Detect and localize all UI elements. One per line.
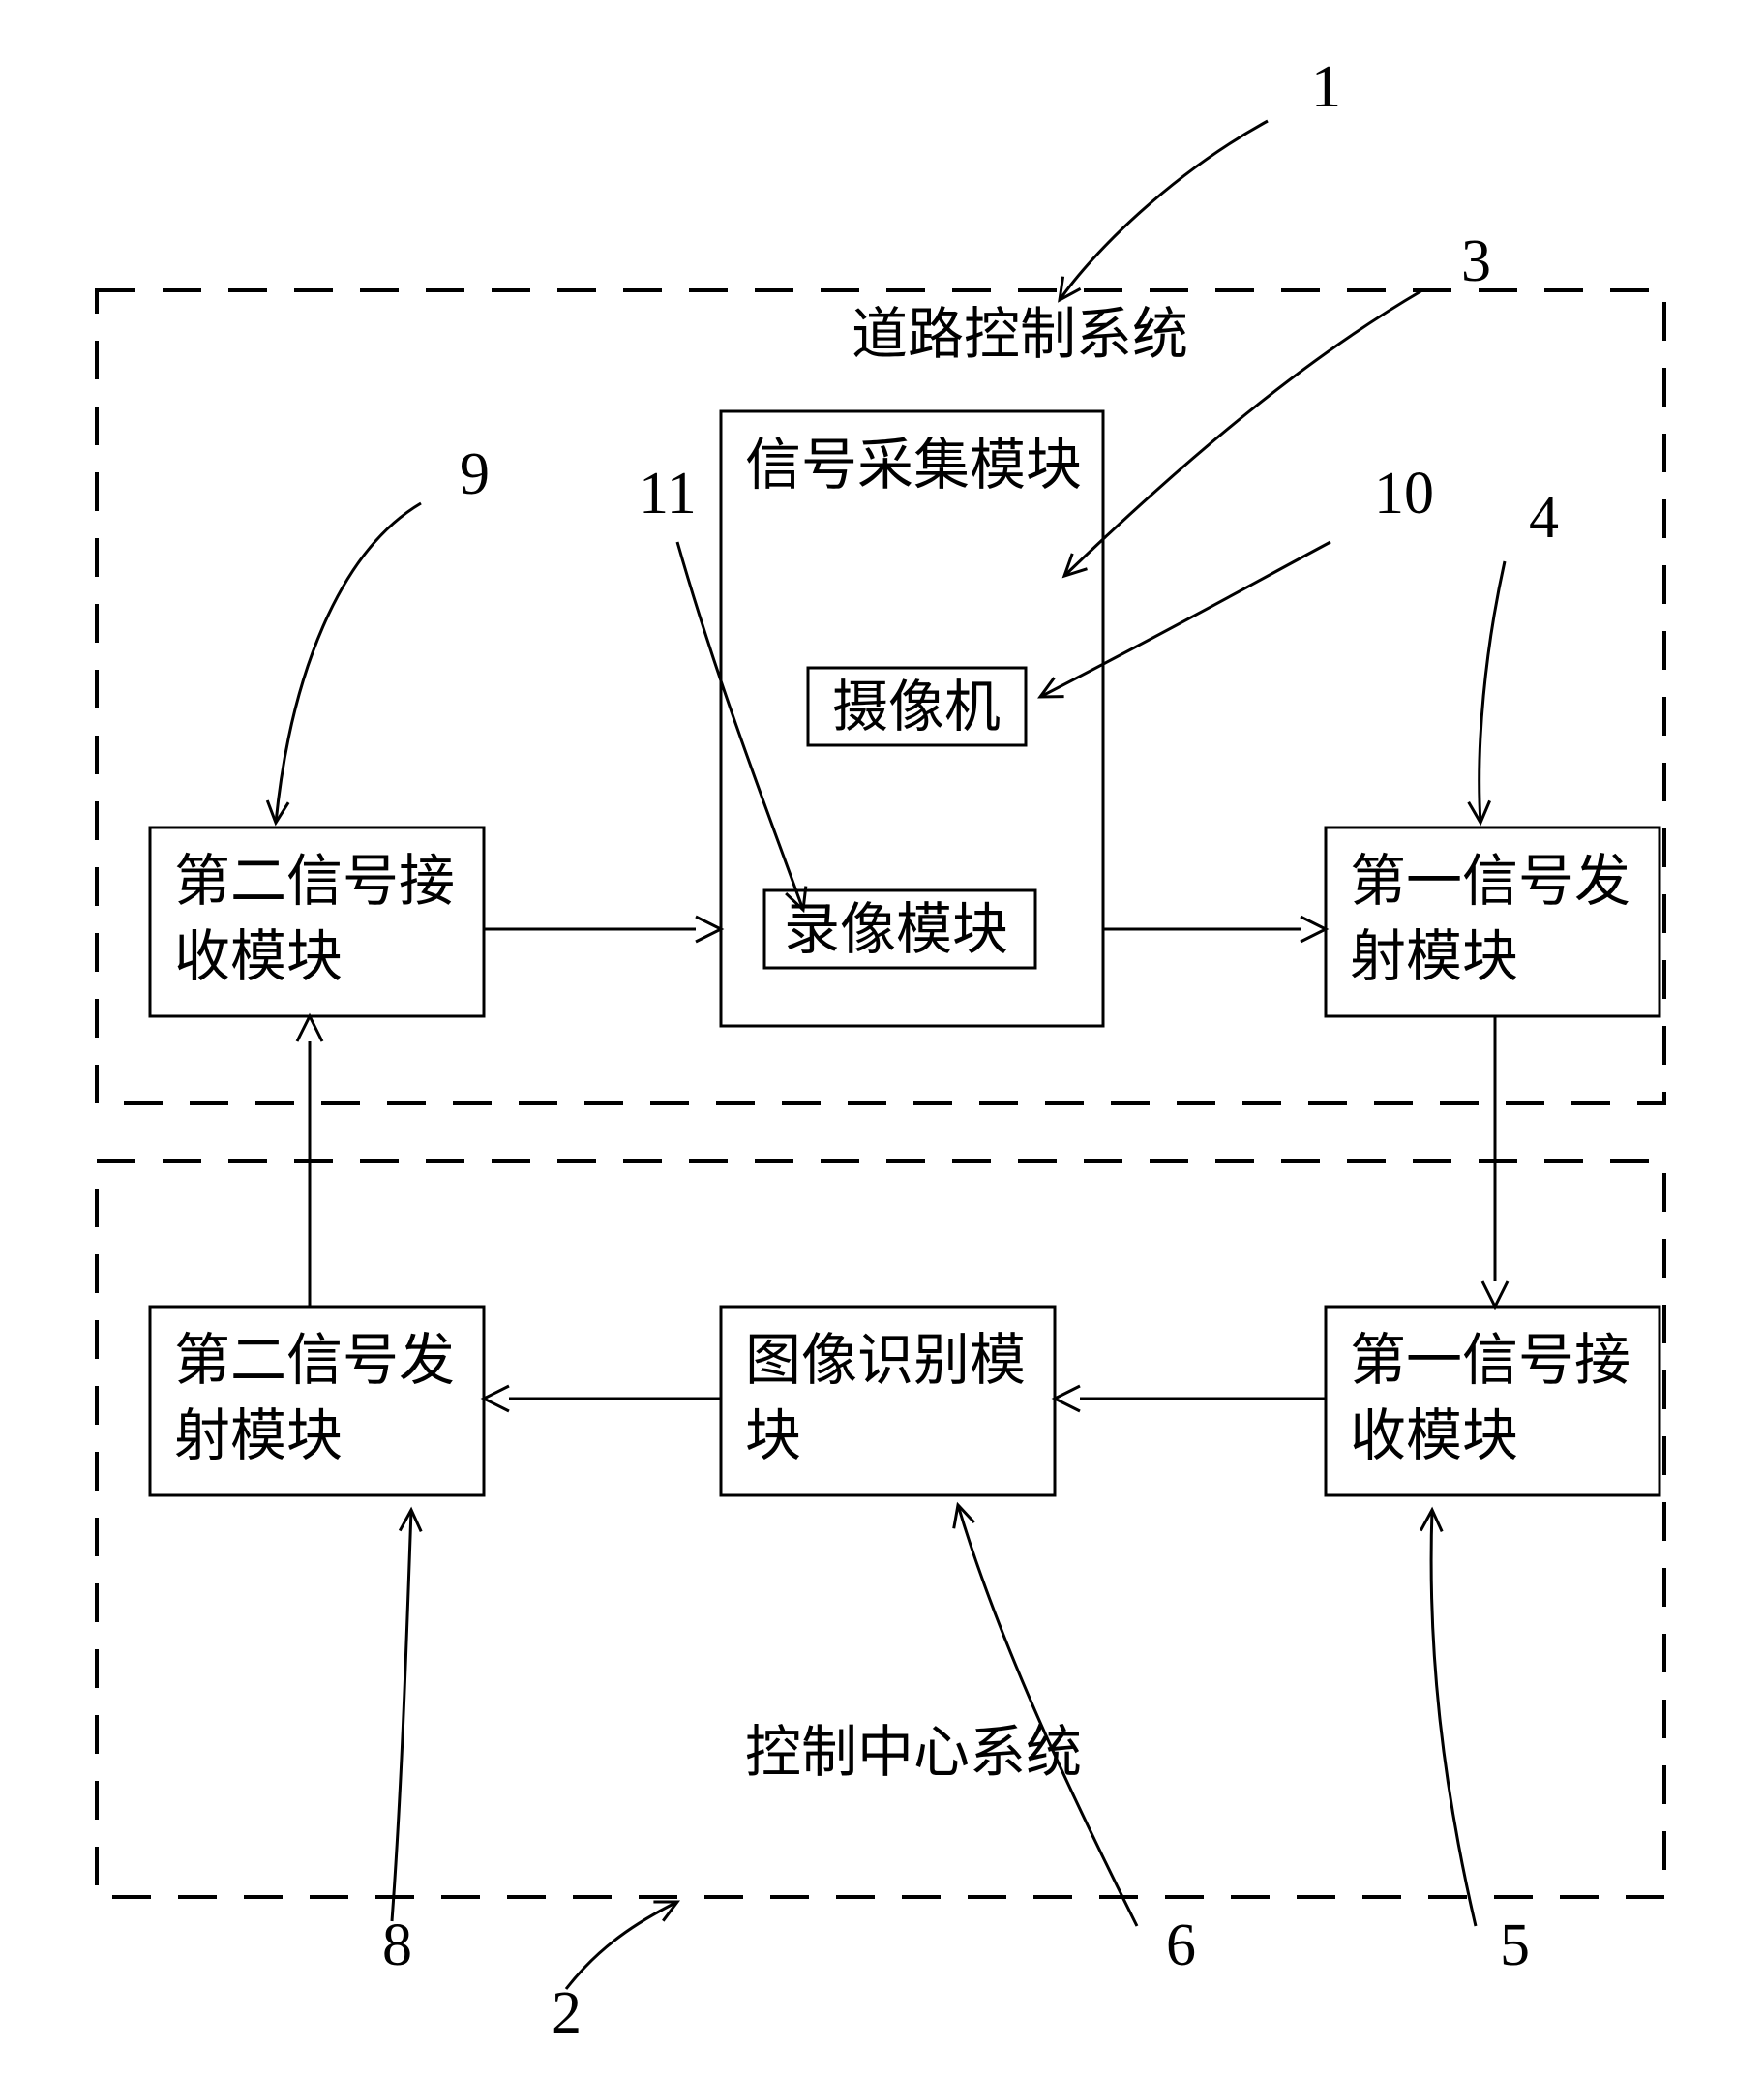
ref-leader-6 [958,1505,1137,1926]
ref-leader-4 [1480,561,1505,823]
first_tx-label-line-0: 第一信号发 [1350,850,1630,913]
ref-number-6: 6 [1166,1912,1196,1978]
center-system-box [97,1161,1664,1897]
ref-number-2: 2 [552,1980,582,2046]
ref-number-9: 9 [460,441,490,507]
first_tx-label-line-1: 射模块 [1350,925,1518,988]
first_rx-label-line-0: 第一信号接 [1350,1329,1630,1392]
center-system-title: 控制中心系统 [745,1721,1082,1784]
img_recog-label-line-1: 块 [745,1404,801,1467]
flow-arrow-head [1482,1281,1508,1307]
second_tx-label-line-0: 第二信号发 [174,1329,455,1392]
ref-number-5: 5 [1500,1912,1530,1978]
ref-number-4: 4 [1529,485,1559,551]
ref-leader-2 [566,1902,677,1989]
ref-number-8: 8 [382,1912,412,1978]
img_recog-label-line-0: 图像识别模 [745,1329,1026,1392]
ref-leader-1 [1060,121,1268,300]
ref-leader-8 [392,1510,411,1921]
second_rx-label-line-0: 第二信号接 [174,850,455,913]
ref-number-11: 11 [639,461,697,527]
flow-arrow-head [297,1016,322,1041]
recorder-label: 录像模块 [784,898,1008,961]
ref-leader-9 [276,503,421,823]
road-system-title: 道路控制系统 [852,303,1188,366]
second_tx-label-line-1: 射模块 [174,1404,343,1467]
signal_acq-label: 信号采集模块 [745,434,1082,497]
second_rx-label-line-1: 收模块 [174,925,343,988]
ref-leader-5 [1431,1510,1476,1926]
ref-number-1: 1 [1311,54,1341,120]
ref-number-10: 10 [1374,461,1434,527]
flow-arrow-head [1055,1386,1080,1411]
flow-arrow-head [1301,917,1326,942]
flow-arrow-head [696,917,721,942]
ref-number-3: 3 [1461,228,1491,294]
first_rx-label-line-1: 收模块 [1350,1404,1518,1467]
camera-label: 摄像机 [832,676,1001,738]
flow-arrow-head [484,1386,509,1411]
